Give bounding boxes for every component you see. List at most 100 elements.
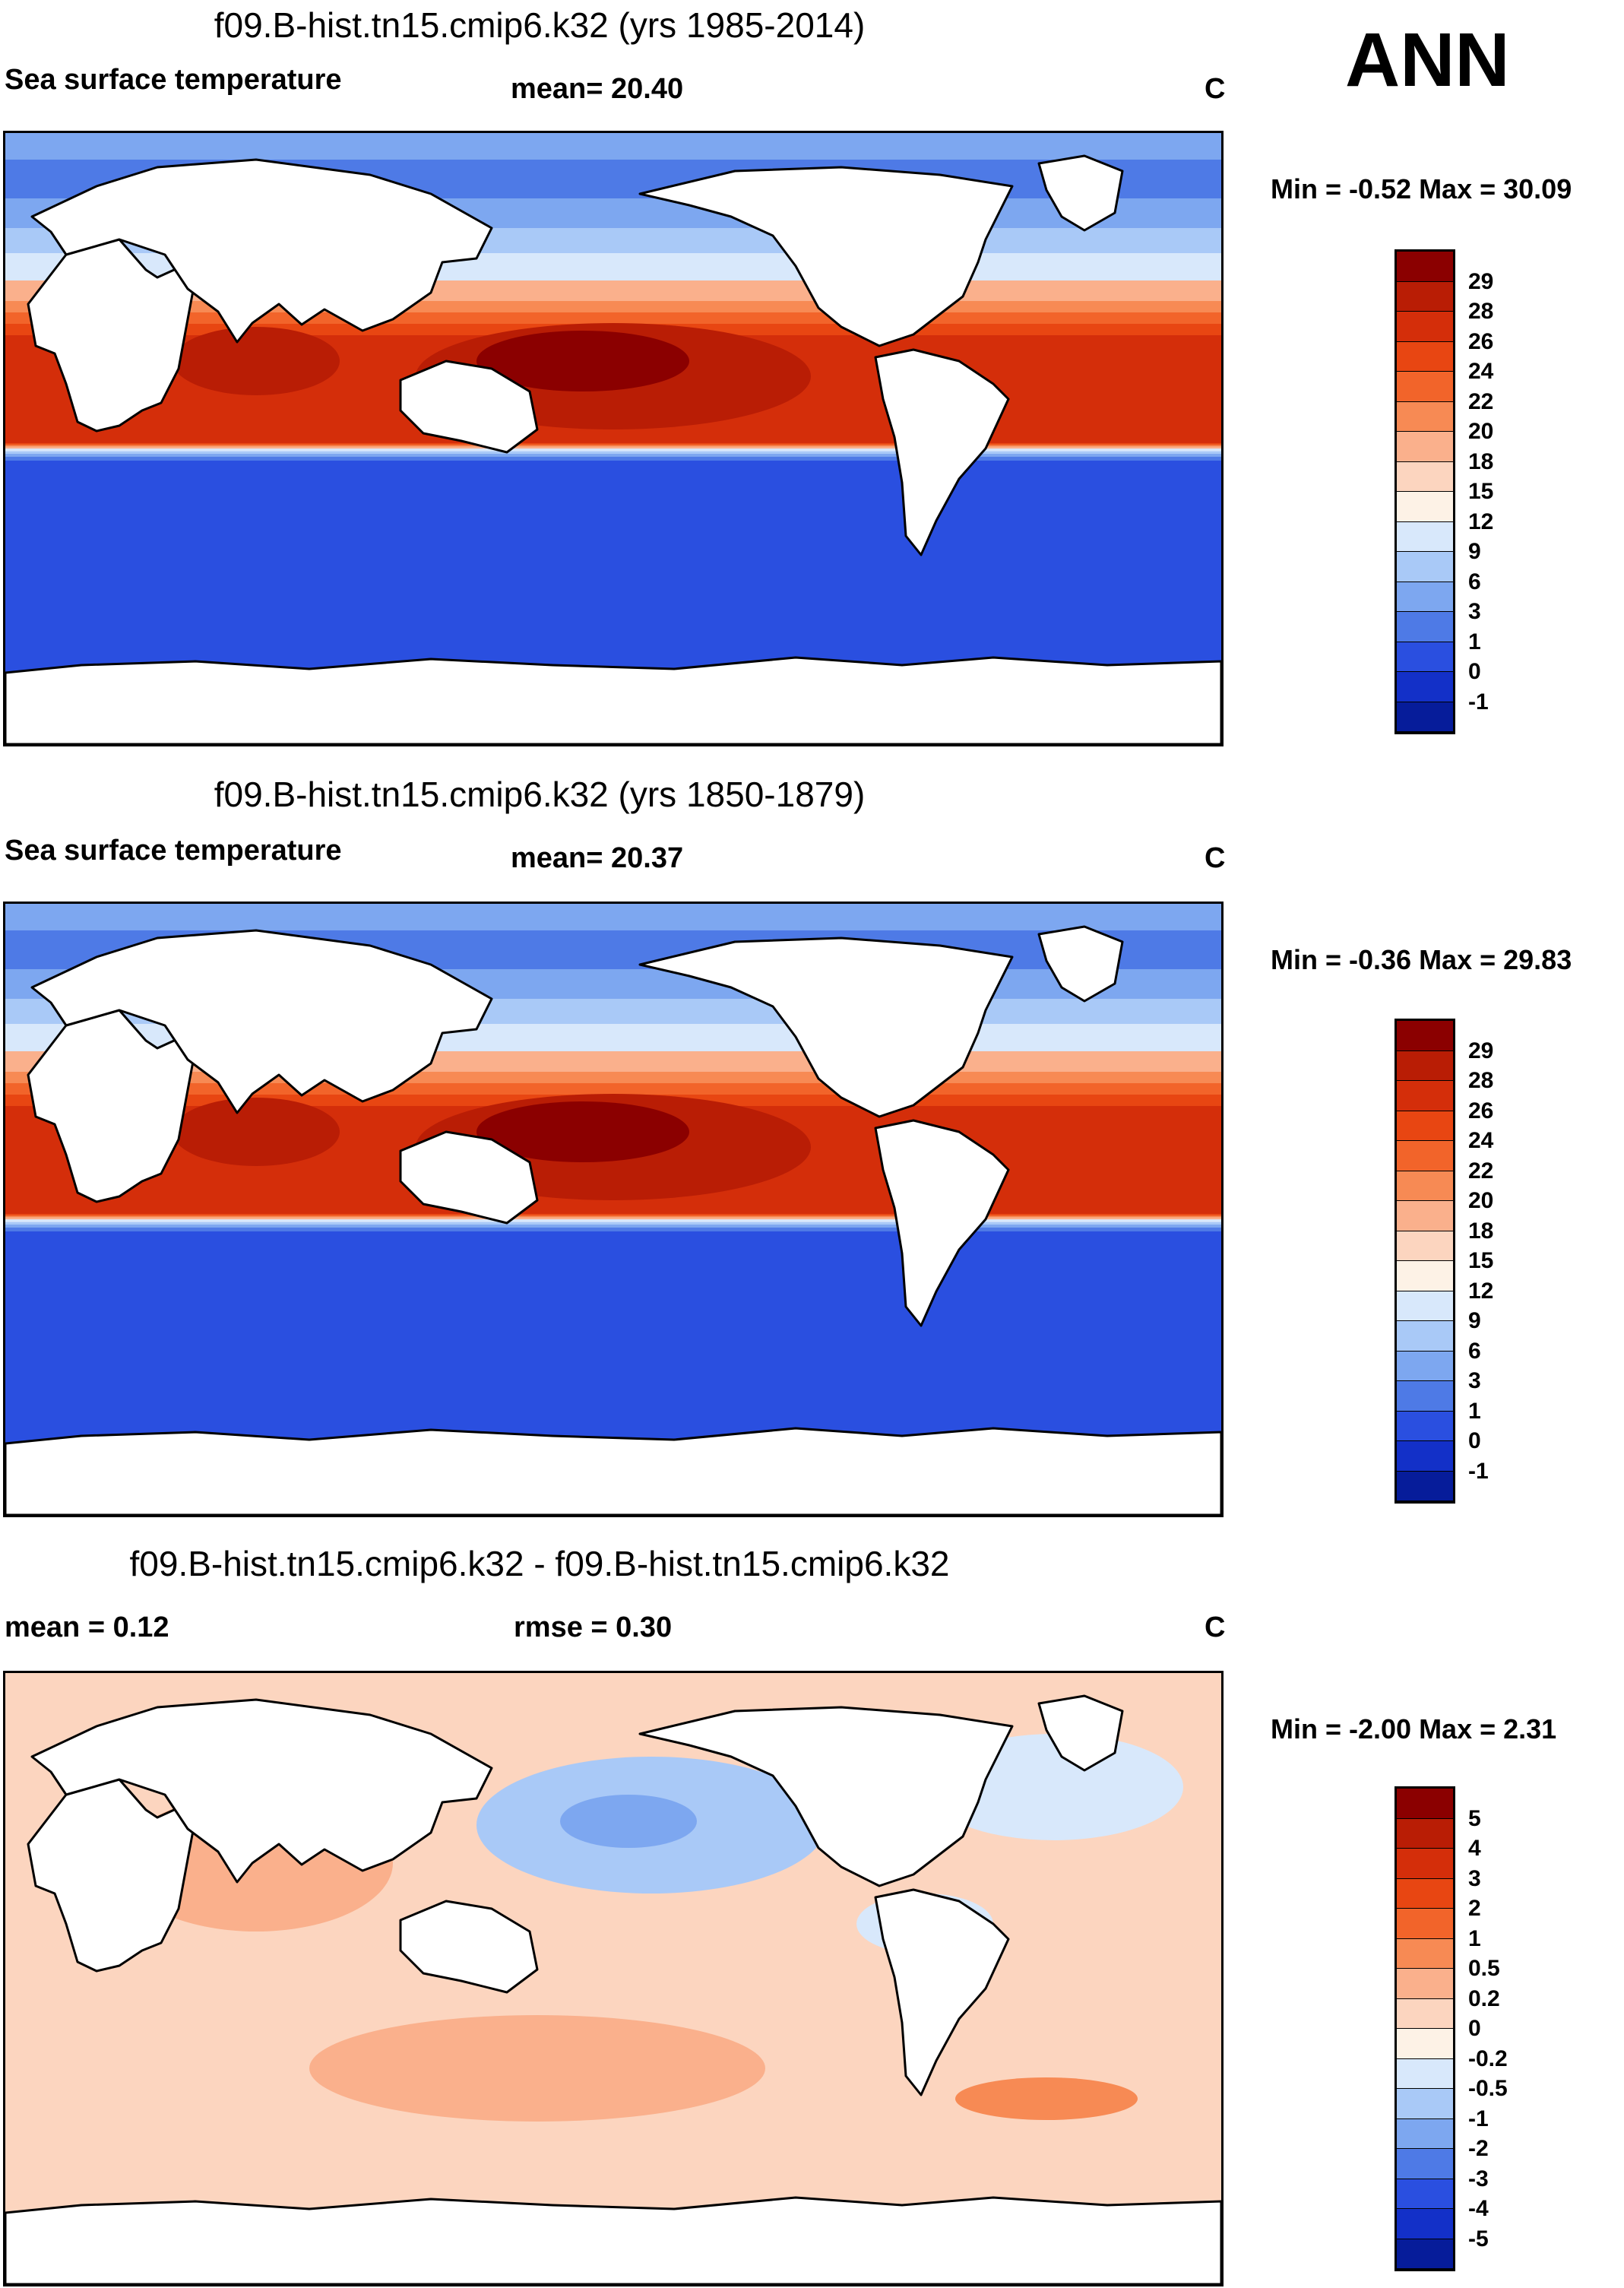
landmass-australia: [399, 1130, 539, 1225]
colorbar-cell: [1397, 2058, 1453, 2089]
colorbar-tick-label: 0: [1468, 2016, 1481, 2041]
landmass-antarctica: [5, 2196, 1221, 2284]
colorbar-tick-label: 26: [1468, 328, 1494, 354]
landmass-australia: [399, 360, 539, 454]
colorbar-tick-label: 3: [1468, 599, 1481, 624]
map-plot: [5, 133, 1221, 744]
landmass-south-america: [874, 1119, 1010, 1327]
colorbar-tick-label: 24: [1468, 1128, 1494, 1153]
colorbar-cell: [1397, 281, 1453, 312]
colorbar-cell: [1397, 1471, 1453, 1501]
colorbar-tick-label: 0: [1468, 1428, 1481, 1453]
falklands-warm: [955, 2077, 1138, 2120]
colorbar-cell: [1397, 1231, 1453, 1261]
landmass-greenland: [1037, 1694, 1124, 1772]
colorbar-tick-label: 2: [1468, 1896, 1481, 1921]
colorbar-cell: [1397, 432, 1453, 462]
landmass-south-america: [874, 348, 1010, 556]
minmax-label: Min = -2.00 Max = 2.31: [1271, 1713, 1557, 1745]
colorbar-cell: [1397, 2209, 1453, 2239]
colorbar-cell: [1397, 1381, 1453, 1412]
mean-label: mean= 20.40: [511, 73, 684, 105]
minmax-label: Min = -0.36 Max = 29.83: [1271, 944, 1572, 975]
panel-title: f09.B-hist.tn15.cmip6.k32 - f09.B-hist.t…: [129, 1544, 950, 1583]
colorbar-tick-label: 28: [1468, 1068, 1494, 1093]
colorbar-cell: [1397, 612, 1453, 642]
colorbar-tick-label: 6: [1468, 1338, 1481, 1364]
map-plot: [5, 904, 1221, 1515]
colorbar-cell: [1397, 1111, 1453, 1141]
colorbar-cell: [1397, 401, 1453, 432]
landmass-africa: [27, 238, 201, 433]
colorbar-tick-label: 9: [1468, 539, 1481, 564]
colorbar-cell: [1397, 492, 1453, 522]
colorbar-cell: [1397, 312, 1453, 342]
landmass-eurasia: [30, 1698, 493, 1884]
colorbar-tick-label: -5: [1468, 2226, 1489, 2252]
colorbar-cell: [1397, 1938, 1453, 1969]
colorbar-cell: [1397, 252, 1453, 282]
colorbar-cell: [1397, 2089, 1453, 2119]
colorbar-tick-label: -2: [1468, 2136, 1489, 2161]
units-label: C: [1205, 842, 1226, 874]
landmass-australia: [399, 1900, 539, 1994]
colorbar-tick-label: 24: [1468, 359, 1494, 384]
colorbar-cell: [1397, 521, 1453, 552]
variable-label: Sea surface temperature: [5, 835, 342, 867]
colorbar-tick-label: 1: [1468, 1925, 1481, 1951]
sst-map: [3, 902, 1224, 1517]
landmass-north-america: [638, 936, 1014, 1118]
map-plot: [5, 1673, 1221, 2284]
colorbar-tick-label: 3: [1468, 1368, 1481, 1393]
variable-label: Sea surface temperature: [5, 64, 342, 96]
rmse-label: rmse = 0.30: [514, 1611, 673, 1643]
colorbar: [1394, 249, 1455, 734]
colorbar-cell: [1397, 2179, 1453, 2209]
colorbar-tick-label: 0.2: [1468, 1985, 1500, 2011]
colorbar-tick-label: 18: [1468, 1218, 1494, 1244]
colorbar-tick-label: 6: [1468, 569, 1481, 594]
colorbar-cell: [1397, 1849, 1453, 1879]
landmass-north-america: [638, 1706, 1014, 1887]
landmass-greenland: [1037, 154, 1124, 232]
colorbar-cell: [1397, 672, 1453, 702]
colorbar-tick-label: 29: [1468, 1038, 1494, 1063]
colorbar-cell: [1397, 1291, 1453, 1321]
colorbar-tick-label: 0.5: [1468, 1956, 1500, 1981]
colorbar: [1394, 1786, 1455, 2271]
indian-ocean-warm: [173, 327, 340, 395]
landmass-south-america: [874, 1888, 1010, 2096]
colorbar-tick-label: -1: [1468, 689, 1489, 715]
colorbar-tick-label: 4: [1468, 1836, 1481, 1861]
colorbar-cell: [1397, 2029, 1453, 2059]
colorbar-cell: [1397, 1351, 1453, 1381]
colorbar-tick-label: -3: [1468, 2166, 1489, 2191]
season-label: ANN: [1345, 17, 1510, 103]
mean-label: mean = 0.12: [5, 1611, 169, 1643]
colorbar-tick-label: 5: [1468, 1805, 1481, 1831]
colorbar-tick-label: 22: [1468, 1158, 1494, 1184]
north-pacific-core: [560, 1795, 697, 1848]
colorbar-tick-label: -0.5: [1468, 2076, 1508, 2101]
landmass-africa: [27, 1009, 201, 1203]
landmass-antarctica: [5, 1427, 1221, 1515]
colorbar-cell: [1397, 552, 1453, 582]
sst-map: [3, 131, 1224, 746]
colorbar-tick-label: -0.2: [1468, 2046, 1508, 2071]
colorbar-cell: [1397, 582, 1453, 612]
indian-ocean-warm: [173, 1098, 340, 1166]
landmass-antarctica: [5, 656, 1221, 744]
difference-map: [3, 1671, 1224, 2286]
colorbar-cell: [1397, 2149, 1453, 2179]
colorbar-cell: [1397, 1051, 1453, 1081]
units-label: C: [1205, 1611, 1226, 1643]
colorbar-cell: [1397, 702, 1453, 732]
colorbar-cell: [1397, 1201, 1453, 1231]
minmax-label: Min = -0.52 Max = 30.09: [1271, 173, 1572, 204]
colorbar-cell: [1397, 1411, 1453, 1441]
landmass-north-america: [638, 166, 1014, 347]
colorbar-tick-label: 15: [1468, 1248, 1494, 1273]
southern-warm: [309, 2015, 765, 2122]
colorbar-tick-label: -1: [1468, 2106, 1489, 2131]
colorbar-tick-label: 12: [1468, 1278, 1494, 1304]
